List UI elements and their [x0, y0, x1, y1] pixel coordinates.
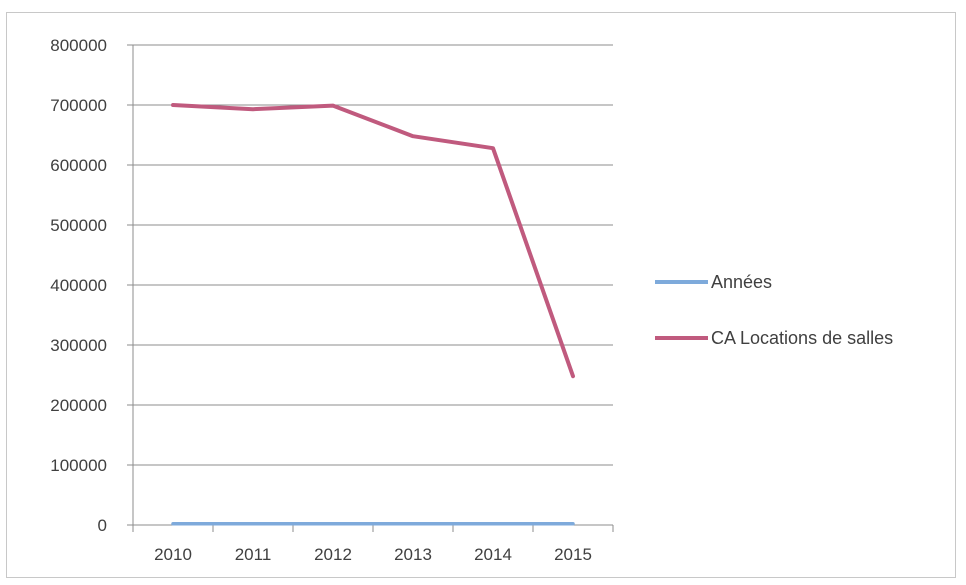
gridlines: [133, 44, 613, 466]
legend-item-ca-locations: CA Locations de salles: [655, 328, 893, 348]
x-tick-label: 2013: [394, 545, 432, 564]
x-tick-label: 2014: [474, 545, 512, 564]
y-tick-label: 500000: [50, 216, 107, 235]
y-tick-label: 300000: [50, 336, 107, 355]
series-line-ca-locations: [171, 103, 575, 379]
y-tick-label: 0: [98, 516, 107, 535]
series-lines: [171, 103, 575, 526]
x-axis-tick-labels: 2010 2011 2012 2013 2014 2015: [154, 545, 592, 564]
legend-item-annees: Années: [655, 272, 772, 292]
x-tick-label: 2011: [235, 545, 272, 564]
chart-frame: [6, 12, 956, 578]
y-tick-label: 100000: [50, 456, 107, 475]
legend: Années CA Locations de salles: [655, 272, 893, 348]
legend-label-annees: Années: [711, 272, 772, 292]
y-tick-label: 400000: [50, 276, 107, 295]
y-tick-label: 600000: [50, 156, 107, 175]
x-tick-label: 2012: [314, 545, 352, 564]
y-tick-label: 800000: [50, 36, 107, 55]
y-tick-label: 700000: [50, 96, 107, 115]
y-tick-label: 200000: [50, 396, 107, 415]
x-tick-label: 2010: [154, 545, 192, 564]
legend-label-ca-locations: CA Locations de salles: [711, 328, 893, 348]
y-axis-tick-labels: 0 100000 200000 300000 400000 500000 600000 700…: [50, 36, 107, 535]
x-tick-label: 2015: [554, 545, 592, 564]
